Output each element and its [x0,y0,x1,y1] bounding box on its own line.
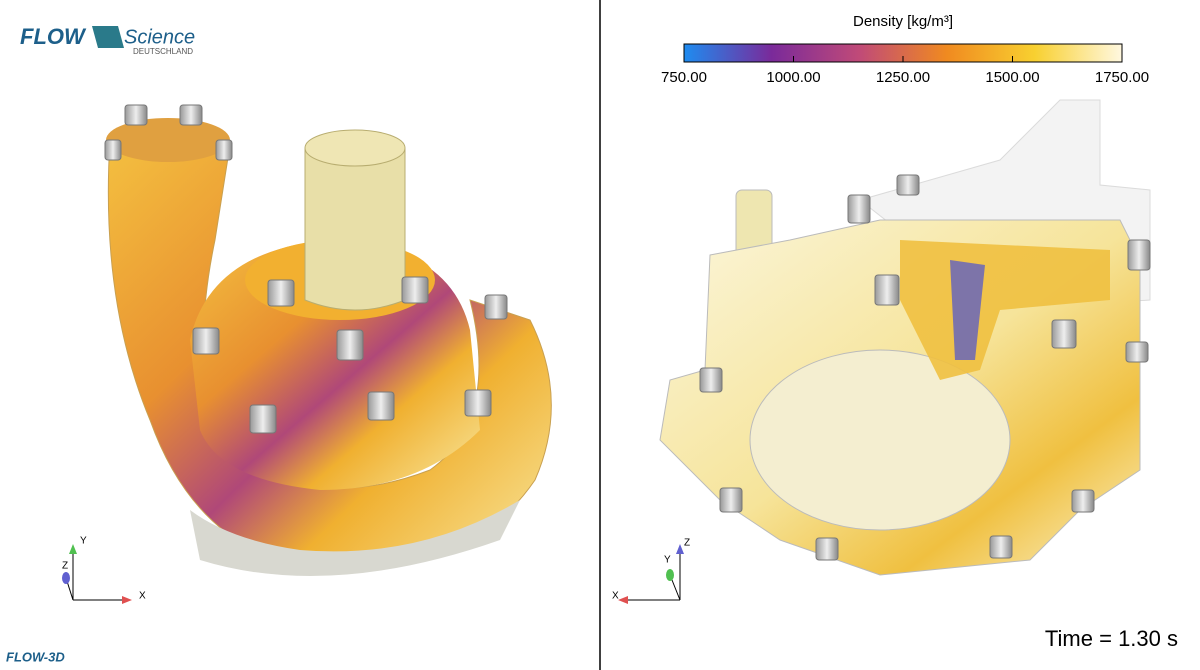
logo-sub: DEUTSCHLAND [133,47,193,56]
colorbar-title: Density [kg/m³] [853,13,953,30]
axis-y-label: Y [80,536,87,547]
colorbar-tick-label: 750.00 [661,69,707,86]
colorbar-tick-label: 1500.00 [985,69,1039,86]
axis-y-label: Y [664,555,671,566]
footer-logo: FLOW-3D [6,649,65,664]
axes-triad-left: X Y Z [62,536,146,604]
axes-triad-right: X Y Z [612,538,690,604]
colorbar: Density [kg/m³] 750.00 1000.00 1250.00 1500… [661,13,1149,86]
axis-z-label: Z [684,538,690,549]
time-label: Time = 1.30 s [1045,626,1178,651]
colorbar-tick-label: 1250.00 [876,69,930,86]
housing-casting [659,99,1151,576]
logo-brand2: Science [124,26,195,48]
pump-casting [104,104,552,576]
colorbar-tick-label: 1750.00 [1095,69,1149,86]
axis-z-label: Z [62,561,68,572]
axis-x-label: X [612,591,619,602]
logo-brand: FLOW [20,24,87,49]
logo: FLOW Science DEUTSCHLAND [20,24,195,56]
colorbar-tick-label: 1000.00 [766,69,820,86]
axis-x-label: X [139,591,146,602]
